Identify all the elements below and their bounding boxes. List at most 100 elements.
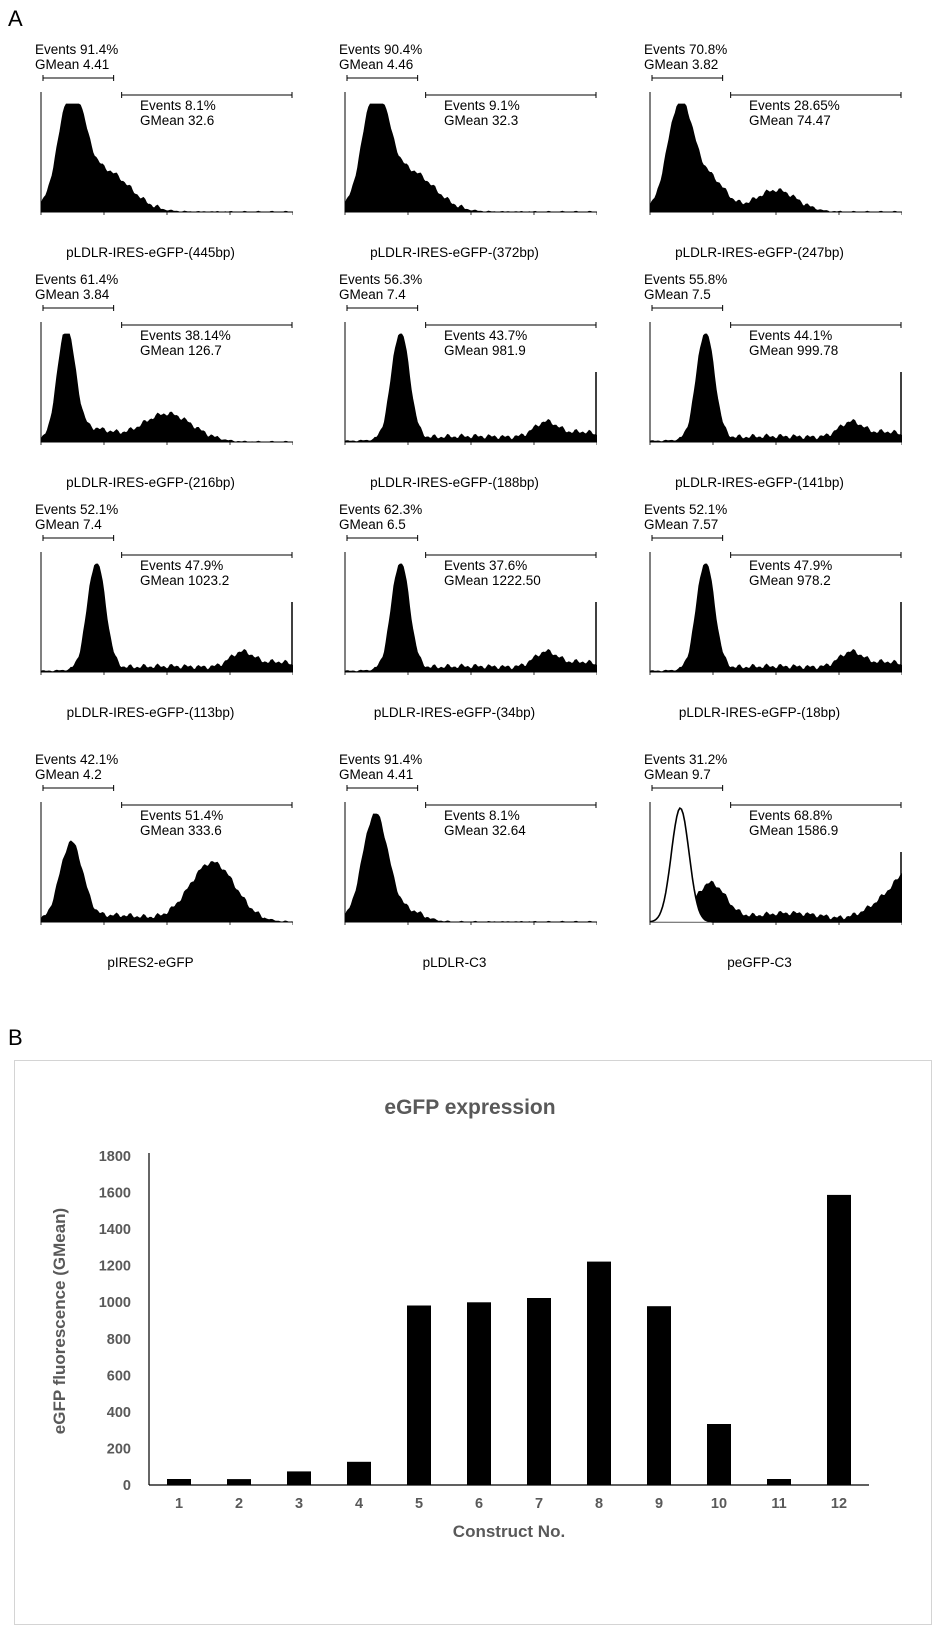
m2-events-text: Events 38.14%	[140, 328, 231, 343]
construct-caption: pLDLR-IRES-eGFP-(247bp)	[675, 245, 844, 260]
gate-m2-stats: Events 8.1% GMean 32.6	[140, 98, 216, 128]
m2-events-text: Events 28.65%	[749, 98, 840, 113]
bar	[347, 1461, 371, 1485]
m2-gmean-text: GMean 978.2	[749, 573, 831, 588]
gate-m1-marker	[346, 75, 419, 81]
gate-m2-marker	[425, 322, 597, 328]
construct-caption: pLDLR-IRES-eGFP-(188bp)	[370, 475, 539, 490]
m1-gmean-text: GMean 7.4	[339, 287, 406, 302]
flow-histogram: Events 62.3% GMean 6.5 Events 37.6% GMean 1…	[312, 502, 597, 742]
histogram-fill	[40, 840, 293, 923]
gate-m2-stats: Events 28.65% GMean 74.47	[749, 98, 840, 128]
construct-caption: pLDLR-C3	[422, 955, 487, 970]
histogram-plot	[344, 305, 597, 445]
m2-gmean-text: GMean 333.6	[140, 823, 222, 838]
m1-gmean-text: GMean 4.46	[339, 57, 414, 72]
y-tick-label: 1000	[99, 1295, 131, 1311]
m1-gmean-text: GMean 7.4	[35, 517, 102, 532]
x-tick-label: 6	[475, 1496, 483, 1512]
histogram-fill	[649, 563, 902, 673]
x-tick-label: 12	[831, 1496, 847, 1512]
histogram-plot	[649, 535, 902, 675]
flow-histogram: Events 55.8% GMean 7.5 Events 44.1% GMean 9…	[617, 272, 902, 512]
panel-a-label: A	[8, 6, 23, 31]
bar	[467, 1302, 491, 1485]
m1-events-text: Events 70.8%	[644, 42, 728, 57]
m2-events-text: Events 51.4%	[140, 808, 224, 823]
y-tick-label: 1400	[99, 1222, 131, 1238]
gate-m1-marker	[42, 305, 115, 311]
m1-events-text: Events 55.8%	[644, 272, 728, 287]
gate-m2-stats: Events 38.14% GMean 126.7	[140, 328, 231, 358]
construct-caption: pLDLR-IRES-eGFP-(18bp)	[678, 705, 841, 720]
m2-gmean-text: GMean 999.78	[749, 343, 839, 358]
m2-events-text: Events 8.1%	[444, 808, 520, 823]
gate-m2-stats: Events 9.1% GMean 32.3	[444, 98, 520, 128]
x-tick-label: 4	[355, 1496, 363, 1512]
flow-histogram: Events 56.3% GMean 7.4 Events 43.7% GMean 9…	[312, 272, 597, 512]
x-tick-label: 8	[595, 1496, 603, 1512]
m1-gmean-text: GMean 7.5	[644, 287, 711, 302]
bar	[827, 1194, 851, 1485]
gate-m1-marker	[651, 305, 724, 311]
flow-histogram: Events 42.1% GMean 4.2 Events 51.4% GMean 3…	[8, 752, 293, 992]
histogram-plot	[649, 305, 902, 445]
y-tick-label: 600	[107, 1368, 131, 1384]
m1-events-text: Events 42.1%	[35, 752, 119, 767]
bar	[167, 1479, 191, 1485]
m2-gmean-text: GMean 1222.50	[444, 573, 541, 588]
gate-m2-marker	[425, 552, 597, 558]
x-tick-label: 2	[235, 1496, 243, 1512]
m2-gmean-text: GMean 32.6	[140, 113, 215, 128]
construct-caption: peGFP-C3	[727, 955, 792, 970]
m1-events-text: Events 52.1%	[35, 502, 119, 517]
flow-histogram: Events 52.1% GMean 7.57 Events 47.9% GMean …	[617, 502, 902, 742]
gate-m2-marker	[121, 552, 293, 558]
gate-m2-marker	[425, 802, 597, 808]
gate-m2-marker	[121, 322, 293, 328]
m2-gmean-text: GMean 1023.2	[140, 573, 230, 588]
gate-m1-marker	[346, 305, 419, 311]
y-tick-label: 400	[107, 1405, 131, 1421]
histogram-fill	[40, 563, 293, 673]
gate-m1-marker	[651, 535, 724, 541]
bar	[227, 1479, 251, 1485]
bar	[407, 1305, 431, 1485]
gate-m2-stats: Events 47.9% GMean 978.2	[749, 558, 832, 588]
m2-events-text: Events 37.6%	[444, 558, 528, 573]
bar	[287, 1471, 311, 1485]
m2-events-text: Events 68.8%	[749, 808, 833, 823]
histogram-plot	[40, 305, 293, 445]
gate-m1-stats: Events 91.4% GMean 4.41	[35, 42, 118, 72]
gate-m2-stats: Events 37.6% GMean 1222.50	[444, 558, 541, 588]
m2-events-text: Events 9.1%	[444, 98, 520, 113]
m1-events-text: Events 61.4%	[35, 272, 119, 287]
histogram-fill	[344, 813, 597, 923]
m2-events-text: Events 47.9%	[140, 558, 224, 573]
control-overlay-curve	[649, 806, 902, 923]
histogram-fill	[344, 103, 597, 213]
gate-m2-marker	[425, 92, 597, 98]
gate-m1-stats: Events 52.1% GMean 7.57	[644, 502, 727, 532]
m2-events-text: Events 44.1%	[749, 328, 833, 343]
m1-gmean-text: GMean 6.5	[339, 517, 406, 532]
gate-m1-stats: Events 62.3% GMean 6.5	[339, 502, 422, 532]
gate-m2-stats: Events 68.8% GMean 1586.9	[749, 808, 838, 838]
m1-gmean-text: GMean 4.41	[339, 767, 414, 782]
histogram-plot	[40, 535, 293, 675]
gate-m1-stats: Events 31.2% GMean 9.7	[644, 752, 727, 782]
egfp-bar-chart: eGFP expression 0 200 400 600 800 1000 1200 1400…	[14, 1060, 932, 1625]
flow-histogram: Events 52.1% GMean 7.4 Events 47.9% GMean 1…	[8, 502, 293, 742]
gate-m2-marker	[730, 322, 902, 328]
histogram-plot	[344, 785, 597, 925]
flow-histogram: Events 31.2% GMean 9.7 Events 68.8% GMean 1…	[617, 752, 902, 992]
construct-caption: pLDLR-IRES-eGFP-(445bp)	[66, 245, 235, 260]
bar	[647, 1306, 671, 1485]
gate-m2-stats: Events 8.1% GMean 32.64	[444, 808, 526, 838]
gate-m1-marker	[346, 785, 419, 791]
m1-events-text: Events 56.3%	[339, 272, 423, 287]
flow-histogram: Events 61.4% GMean 3.84 Events 38.14% GMean…	[8, 272, 293, 512]
bar	[527, 1298, 551, 1485]
m2-events-text: Events 47.9%	[749, 558, 833, 573]
bar	[587, 1261, 611, 1485]
